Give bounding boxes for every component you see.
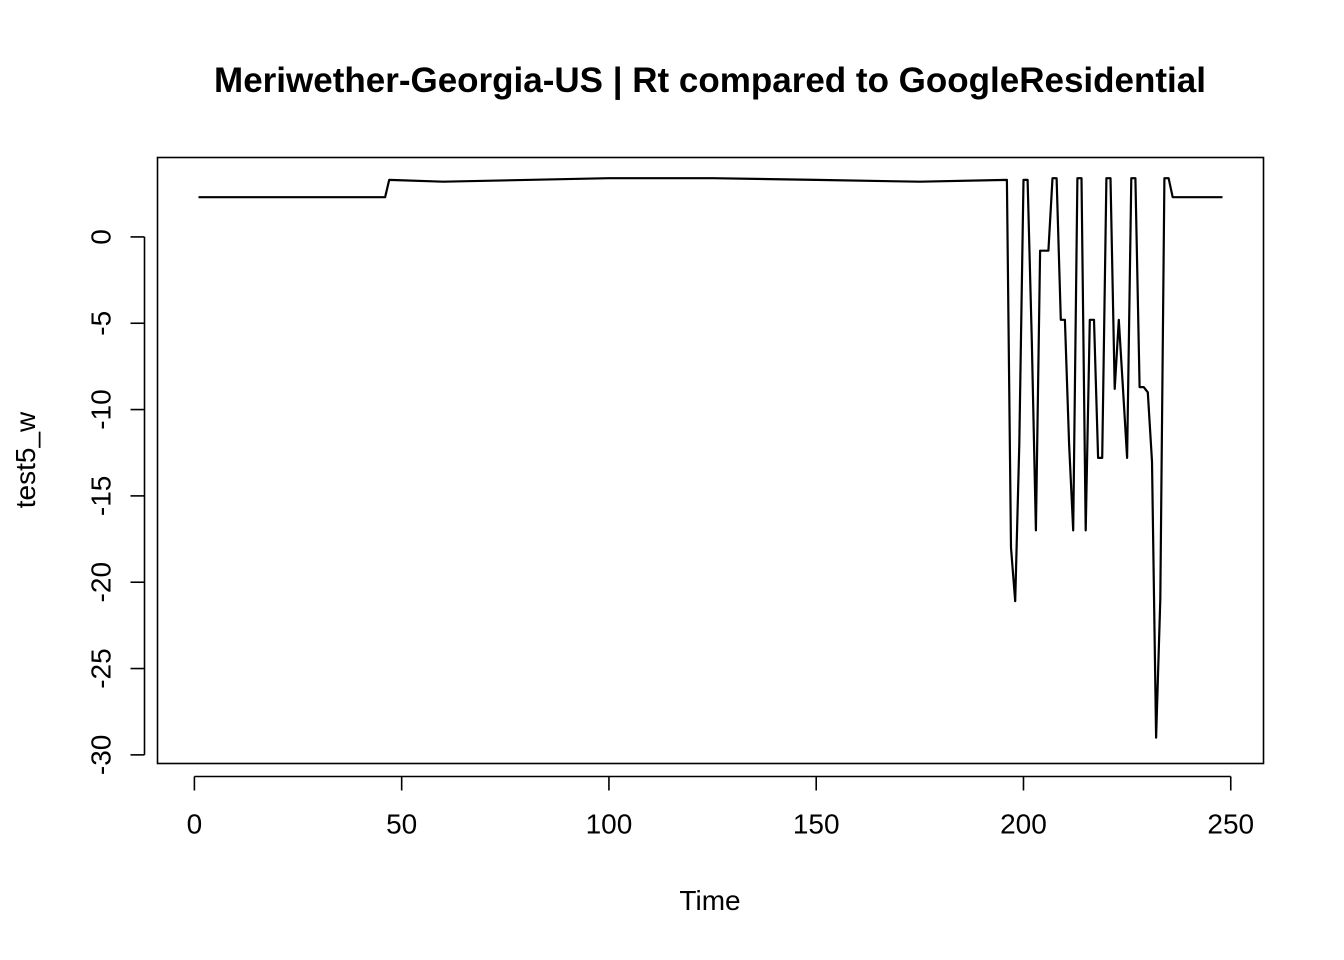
series-line: [198, 177, 1223, 739]
y-axis: 0 -5 -10 -15 -20 -25 -30: [86, 229, 146, 775]
plot-frame: [156, 156, 1265, 765]
y-tick-label: -15: [86, 476, 117, 516]
y-tick-label: 0: [86, 229, 117, 245]
y-tick-label: -5: [86, 311, 117, 336]
x-tick-label: 200: [1000, 809, 1047, 840]
x-tick-label: 0: [187, 809, 203, 840]
x-tick-label: 150: [793, 809, 840, 840]
x-tick-label: 250: [1207, 809, 1254, 840]
chart-title: Meriwether-Georgia-US | Rt compared to G…: [214, 61, 1206, 100]
series-layer: [198, 177, 1223, 739]
x-tick-label: 50: [386, 809, 417, 840]
y-axis-title: test5_w: [10, 411, 41, 508]
y-tick-label: -10: [86, 389, 117, 429]
x-tick-label: 100: [586, 809, 633, 840]
y-tick-label: -20: [86, 562, 117, 602]
y-tick-label: -30: [86, 735, 117, 775]
x-axis: 0 50 100 150 200 250: [187, 775, 1254, 840]
y-tick-label: -25: [86, 648, 117, 688]
x-axis-title: Time: [679, 885, 740, 916]
